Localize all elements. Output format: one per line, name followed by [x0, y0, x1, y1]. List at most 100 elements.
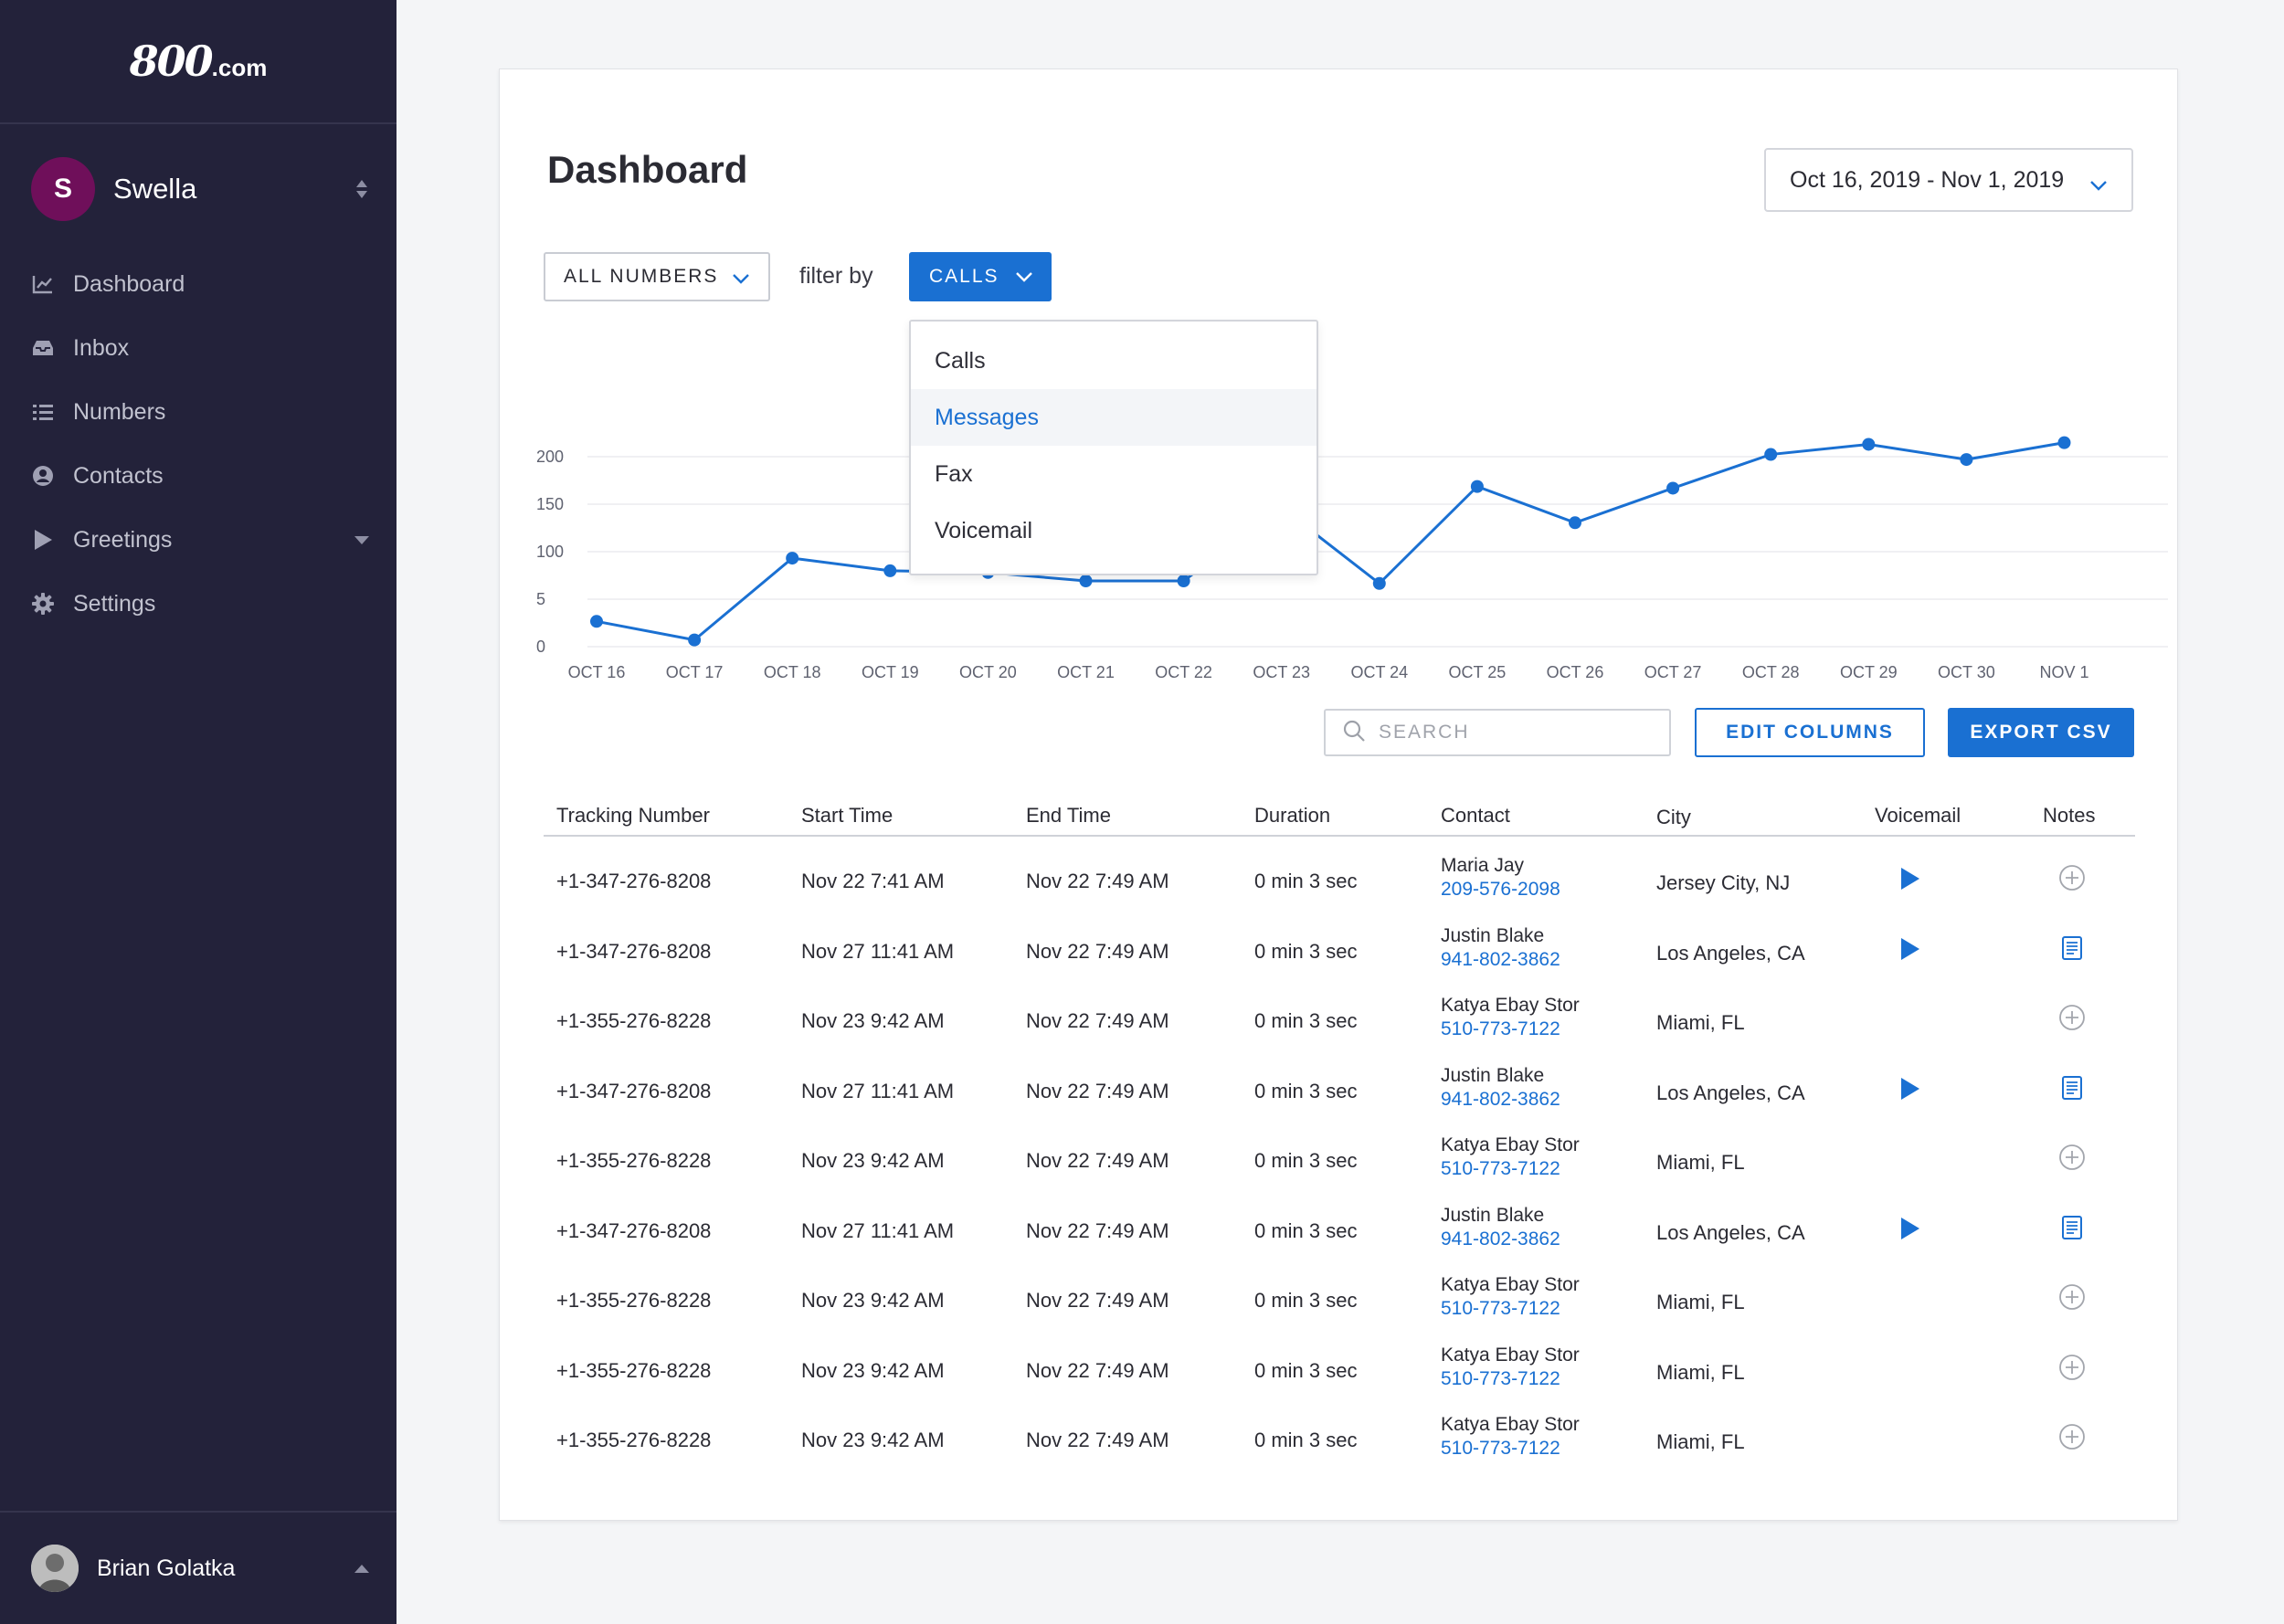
sidebar-item-inbox[interactable]: Inbox — [31, 316, 369, 380]
caret-up-icon[interactable] — [354, 1564, 369, 1573]
add-note-icon[interactable] — [2058, 1423, 2086, 1450]
add-note-icon[interactable] — [2058, 1354, 2086, 1381]
series-line — [596, 441, 2065, 642]
menu-item-fax[interactable]: Fax — [935, 460, 973, 487]
column-header-city[interactable]: City — [1656, 806, 1691, 828]
contact-phone-link[interactable]: 941-802-3862 — [1441, 948, 1560, 970]
contact-phone-link[interactable]: 510-773-7122 — [1441, 1298, 1560, 1319]
contact-phone-link[interactable]: 510-773-7122 — [1441, 1018, 1560, 1039]
filter-type-dropdown[interactable]: CALLS — [909, 252, 1052, 301]
contact-name: Katya Ebay Stor — [1441, 1344, 1580, 1366]
contact-name: Katya Ebay Stor — [1441, 1414, 1580, 1435]
sidebar-item-label: Inbox — [73, 334, 130, 361]
add-note-icon[interactable] — [2058, 1144, 2086, 1171]
calls-table: Tracking Number Start Time End Time Dura… — [544, 800, 2135, 1475]
table-row[interactable]: +1-355-276-8228 Nov 23 9:42 AM Nov 22 7:49… — [544, 986, 2135, 1056]
sidebar-item-greetings[interactable]: Greetings — [31, 508, 369, 572]
column-header-voicemail[interactable]: Voicemail — [1875, 804, 1961, 827]
sort-updown-icon — [354, 178, 369, 200]
column-header-end[interactable]: End Time — [1026, 804, 1111, 827]
edit-columns-button[interactable]: EDIT COLUMNS — [1695, 708, 1925, 757]
data-point[interactable] — [786, 552, 799, 565]
contact-name: Katya Ebay Stor — [1441, 1134, 1580, 1155]
export-csv-button[interactable]: EXPORT CSV — [1948, 708, 2134, 757]
data-point[interactable] — [688, 633, 702, 647]
data-point[interactable] — [1177, 575, 1190, 587]
duration: 0 min 3 sec — [1254, 1289, 1358, 1312]
user-menu[interactable]: Brian Golatka — [31, 1542, 369, 1595]
add-note-icon[interactable] — [2058, 864, 2086, 891]
play-voicemail-icon[interactable] — [1901, 868, 1919, 890]
table-row[interactable]: +1-355-276-8228 Nov 23 9:42 AM Nov 22 7:49… — [544, 1125, 2135, 1196]
contact-phone-link[interactable]: 941-802-3862 — [1441, 1088, 1560, 1110]
sidebar-item-contacts[interactable]: Contacts — [31, 444, 369, 508]
contact-phone-link[interactable]: 510-773-7122 — [1441, 1367, 1560, 1389]
contact-phone-link[interactable]: 510-773-7122 — [1441, 1438, 1560, 1459]
account-name: Swella — [113, 173, 197, 205]
contact-phone-link[interactable]: 510-773-7122 — [1441, 1158, 1560, 1179]
table-row[interactable]: +1-355-276-8228 Nov 23 9:42 AM Nov 22 7:49… — [544, 1335, 2135, 1406]
numbers-dropdown[interactable]: ALL NUMBERS — [544, 252, 770, 301]
table-row[interactable]: +1-347-276-8208 Nov 27 11:41 AM Nov 22 7:4… — [544, 1056, 2135, 1126]
data-point[interactable] — [1764, 448, 1778, 461]
table-row[interactable]: +1-347-276-8208 Nov 27 11:41 AM Nov 22 7:4… — [544, 916, 2135, 986]
add-note-icon[interactable] — [2058, 1004, 2086, 1031]
end-time: Nov 22 7:49 AM — [1026, 1358, 1169, 1382]
contact-phone-link[interactable]: 209-576-2098 — [1441, 879, 1560, 900]
start-time: Nov 23 9:42 AM — [801, 1289, 945, 1312]
column-header-duration[interactable]: Duration — [1254, 804, 1331, 827]
x-tick-label: OCT 25 — [1449, 663, 1507, 681]
column-header-notes[interactable]: Notes — [2043, 804, 2096, 827]
end-time: Nov 22 7:49 AM — [1026, 939, 1169, 963]
data-point[interactable] — [1079, 575, 1093, 587]
avatar — [31, 1545, 79, 1592]
menu-item-voicemail[interactable]: Voicemail — [935, 517, 1032, 543]
sidebar-item-settings[interactable]: Settings — [31, 572, 369, 636]
data-point[interactable] — [883, 564, 897, 577]
search-box[interactable] — [1324, 709, 1671, 756]
caret-down-icon[interactable] — [354, 535, 369, 544]
sidebar-item-label: Settings — [73, 590, 156, 617]
contact-phone-link[interactable]: 941-802-3862 — [1441, 1228, 1560, 1250]
city: Miami, FL — [1656, 1291, 1745, 1313]
x-tick-label: OCT 22 — [1155, 663, 1212, 681]
date-range-picker[interactable]: Oct 16, 2019 - Nov 1, 2019 — [1764, 148, 2133, 212]
play-voicemail-icon[interactable] — [1901, 937, 1919, 960]
brand-logo[interactable]: 800.com — [0, 37, 397, 86]
note-document-icon[interactable] — [2058, 934, 2086, 962]
table-row[interactable]: +1-347-276-8208 Nov 27 11:41 AM Nov 22 7:4… — [544, 1196, 2135, 1266]
y-tick-label: 5 — [536, 590, 545, 608]
data-point[interactable] — [1960, 453, 1973, 467]
sidebar-item-dashboard[interactable]: Dashboard — [31, 252, 369, 316]
account-switcher[interactable]: S Swella — [31, 155, 369, 223]
tracking-number: +1-355-276-8228 — [556, 1429, 712, 1451]
data-point[interactable] — [1372, 576, 1386, 590]
end-time: Nov 22 7:49 AM — [1026, 1149, 1169, 1172]
data-point[interactable] — [1470, 480, 1484, 493]
menu-item-calls[interactable]: Calls — [935, 347, 986, 374]
data-point[interactable] — [590, 615, 603, 628]
search-input[interactable] — [1379, 722, 1653, 743]
data-point[interactable] — [2057, 436, 2071, 449]
sidebar-item-numbers[interactable]: Numbers — [31, 380, 369, 444]
data-point[interactable] — [1569, 516, 1581, 530]
note-document-icon[interactable] — [2058, 1074, 2086, 1102]
menu-item-messages[interactable]: Messages — [911, 389, 1316, 446]
data-point[interactable] — [1666, 481, 1680, 495]
table-row[interactable]: +1-355-276-8228 Nov 23 9:42 AM Nov 22 7:49… — [544, 1405, 2135, 1475]
table-row[interactable]: +1-355-276-8228 Nov 23 9:42 AM Nov 22 7:49… — [544, 1265, 2135, 1335]
column-header-tracking[interactable]: Tracking Number — [556, 804, 710, 827]
start-time: Nov 27 11:41 AM — [801, 1079, 955, 1102]
play-voicemail-icon[interactable] — [1901, 1077, 1919, 1100]
table-row[interactable]: +1-347-276-8208 Nov 22 7:41 AM Nov 22 7:49… — [544, 846, 2135, 916]
filter-type-menu: Calls Messages Fax Voicemail — [909, 320, 1318, 575]
note-document-icon[interactable] — [2058, 1214, 2086, 1241]
play-voicemail-icon[interactable] — [1901, 1217, 1919, 1239]
tracking-number: +1-355-276-8228 — [556, 1358, 712, 1382]
add-note-icon[interactable] — [2058, 1283, 2086, 1311]
data-point[interactable] — [1862, 438, 1876, 451]
filter-type-value: CALLS — [929, 266, 999, 287]
play-icon — [31, 528, 55, 552]
column-header-contact[interactable]: Contact — [1441, 804, 1510, 827]
column-header-start[interactable]: Start Time — [801, 804, 894, 827]
